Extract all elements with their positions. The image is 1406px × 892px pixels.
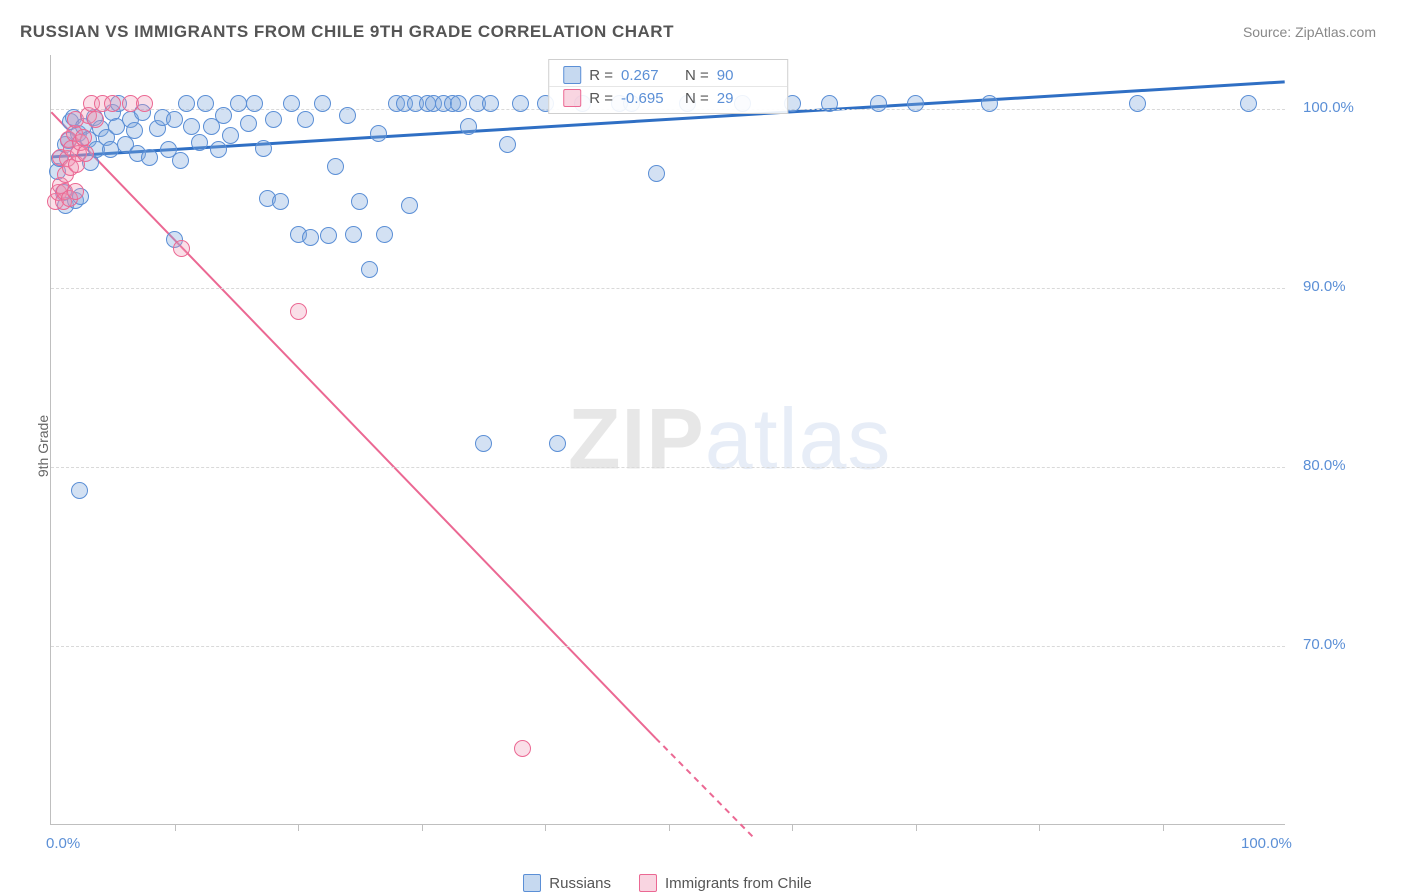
legend-swatch-chile-icon (639, 874, 657, 892)
x-tick-label: 100.0% (1241, 835, 1292, 852)
gridline (51, 467, 1285, 468)
scatter-point-russians (166, 111, 183, 128)
scatter-point-russians (512, 95, 529, 112)
x-tick (298, 824, 299, 831)
legend-label-chile: Immigrants from Chile (665, 875, 812, 892)
scatter-point-russians (549, 435, 566, 452)
x-tick (422, 824, 423, 831)
legend-item-russians: Russians (523, 874, 611, 892)
legend-swatch-russians-icon (523, 874, 541, 892)
stats-legend-row-russians: R = 0.267 N = 90 (549, 64, 787, 86)
x-tick (916, 824, 917, 831)
scatter-point-russians (450, 95, 467, 112)
scatter-point-russians (648, 165, 665, 182)
scatter-point-chile (87, 111, 104, 128)
x-tick (1039, 824, 1040, 831)
r-label: R = (589, 90, 613, 107)
scatter-point-chile (75, 129, 92, 146)
scatter-point-russians (907, 95, 924, 112)
scatter-point-russians (297, 111, 314, 128)
stats-legend-row-chile: R = -0.695 N = 29 (549, 86, 787, 109)
y-tick-label: 90.0% (1303, 278, 1346, 295)
source-value: ZipAtlas.com (1295, 24, 1376, 40)
trend-lines-layer (51, 55, 1285, 824)
scatter-point-chile (514, 740, 531, 757)
x-tick (669, 824, 670, 831)
y-tick-label: 80.0% (1303, 457, 1346, 474)
x-tick (1163, 824, 1164, 831)
scatter-point-russians (482, 95, 499, 112)
scatter-point-chile (104, 95, 121, 112)
legend-item-chile: Immigrants from Chile (639, 874, 812, 892)
gridline (51, 288, 1285, 289)
scatter-point-russians (222, 127, 239, 144)
n-label: N = (685, 90, 709, 107)
scatter-point-russians (71, 482, 88, 499)
r-value-chile: -0.695 (621, 90, 677, 107)
scatter-point-russians (191, 134, 208, 151)
scatter-point-russians (460, 118, 477, 135)
source-label: Source: (1243, 24, 1291, 40)
scatter-point-russians (345, 226, 362, 243)
scatter-point-russians (327, 158, 344, 175)
scatter-point-russians (370, 125, 387, 142)
source-attribution: Source: ZipAtlas.com (1243, 24, 1376, 40)
scatter-point-russians (302, 229, 319, 246)
scatter-point-russians (240, 115, 257, 132)
scatter-point-chile (290, 303, 307, 320)
series-legend: Russians Immigrants from Chile (50, 874, 1285, 892)
y-tick-label: 100.0% (1303, 99, 1354, 116)
scatter-point-chile (77, 145, 94, 162)
scatter-point-russians (197, 95, 214, 112)
r-value-russians: 0.267 (621, 67, 677, 84)
scatter-point-russians (401, 197, 418, 214)
legend-swatch-russians-icon (563, 66, 581, 84)
scatter-point-russians (870, 95, 887, 112)
x-tick (792, 824, 793, 831)
y-axis-label: 9th Grade (35, 415, 51, 477)
n-label: N = (685, 67, 709, 84)
n-value-russians: 90 (717, 67, 773, 84)
scatter-point-russians (314, 95, 331, 112)
scatter-point-russians (141, 149, 158, 166)
r-label: R = (589, 67, 613, 84)
legend-label-russians: Russians (549, 875, 611, 892)
x-tick-label: 0.0% (46, 835, 80, 852)
scatter-point-russians (981, 95, 998, 112)
scatter-point-russians (475, 435, 492, 452)
scatter-point-russians (230, 95, 247, 112)
gridline (51, 646, 1285, 647)
x-tick (545, 824, 546, 831)
n-value-chile: 29 (717, 90, 773, 107)
scatter-point-chile (67, 183, 84, 200)
y-tick-label: 70.0% (1303, 636, 1346, 653)
scatter-point-russians (246, 95, 263, 112)
scatter-point-russians (821, 95, 838, 112)
scatter-point-russians (255, 140, 272, 157)
legend-swatch-chile-icon (563, 89, 581, 107)
scatter-point-russians (265, 111, 282, 128)
stats-legend: R = 0.267 N = 90 R = -0.695 N = 29 (548, 59, 788, 114)
scatter-point-russians (376, 226, 393, 243)
scatter-plot-area: ZIPatlas R = 0.267 N = 90 R = -0.695 N =… (50, 55, 1285, 825)
x-tick (175, 824, 176, 831)
chart-title: RUSSIAN VS IMMIGRANTS FROM CHILE 9TH GRA… (20, 22, 674, 42)
